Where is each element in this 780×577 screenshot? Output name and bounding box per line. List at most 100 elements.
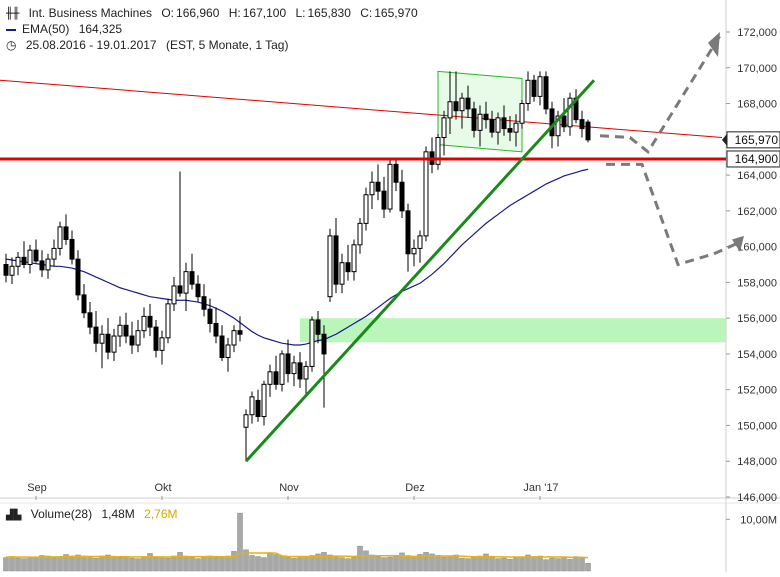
- candle-body: [339, 262, 345, 285]
- volume-bar: [285, 556, 291, 572]
- candle-body: [333, 235, 339, 285]
- volume-bar: [387, 556, 393, 572]
- volume-avg-value: 2,76M: [144, 507, 178, 521]
- candle-body: [99, 333, 105, 344]
- candle-body: [285, 353, 291, 375]
- volume-bar: [423, 552, 429, 572]
- clock-icon: ◷: [6, 38, 17, 52]
- volume-bar: [123, 556, 129, 572]
- instrument-header: ╫╫ Int. Business Machines O: 166,960 H: 16…: [6, 6, 424, 20]
- candle-body: [273, 371, 279, 385]
- candle-body: [9, 265, 15, 276]
- support-price-label: 164,900: [735, 152, 779, 166]
- volume-bar: [189, 557, 195, 572]
- volume-bar: [261, 557, 267, 572]
- candle-body: [363, 194, 369, 224]
- volume-bar: [333, 556, 339, 572]
- volume-bar: [483, 553, 489, 572]
- volume-bar: [183, 556, 189, 572]
- volume-bar: [453, 554, 459, 572]
- volume-bar: [93, 557, 99, 572]
- candle-body: [471, 108, 477, 131]
- candle-body: [351, 244, 357, 273]
- candle-body: [57, 226, 63, 249]
- volume-bar: [417, 554, 423, 572]
- volume-bar: [159, 556, 165, 572]
- volume-bar: [573, 556, 579, 572]
- candle-body: [459, 97, 465, 112]
- candle-body: [69, 238, 75, 260]
- candle-body: [543, 76, 549, 110]
- volume-bar: [45, 555, 51, 572]
- candle-body: [195, 283, 201, 298]
- close-label: C:: [360, 6, 373, 20]
- volume-bar: [39, 555, 45, 572]
- y-tick-label: 172,000: [737, 27, 777, 39]
- volume-bar: [3, 557, 9, 572]
- ema-label: EMA(50): [22, 22, 70, 36]
- candle-body: [549, 108, 555, 137]
- support-price-box: [726, 150, 780, 168]
- volume-bar: [429, 553, 435, 572]
- volume-bar: [525, 554, 531, 572]
- candles-icon: ╫╫: [6, 7, 20, 20]
- volume-bar: [81, 556, 87, 572]
- ema-header: EMA(50) 164,325: [6, 22, 128, 36]
- volume-bar: [561, 557, 567, 572]
- candle-body: [207, 308, 213, 325]
- candle-body: [405, 210, 411, 255]
- candle-body: [219, 335, 225, 358]
- volume-bar: [489, 557, 495, 572]
- volume-bar: [51, 556, 57, 572]
- candle-body: [93, 326, 99, 344]
- candle-body: [225, 344, 231, 359]
- candle-body: [153, 326, 159, 351]
- candle-body: [189, 271, 195, 285]
- candle-body: [477, 113, 483, 131]
- candle-body: [237, 330, 243, 335]
- volume-bar: [69, 555, 75, 572]
- y-tick-label: 158,000: [737, 277, 777, 289]
- ema-value: 164,325: [78, 22, 123, 36]
- volume-bar: [195, 558, 201, 572]
- volume-bar: [519, 556, 525, 572]
- volume-bar: [219, 556, 225, 572]
- volume-bar: [243, 549, 249, 572]
- candle-body: [417, 235, 423, 249]
- volume-bar: [105, 554, 111, 572]
- bearish-arrow-head: [732, 235, 744, 252]
- volume-bar: [21, 558, 27, 572]
- candle-body: [321, 333, 327, 355]
- x-tick-label: Nov: [279, 482, 299, 494]
- volume-bar: [135, 558, 141, 572]
- volume-bar: [375, 556, 381, 572]
- volume-bar: [549, 557, 555, 572]
- candle-body: [105, 333, 111, 353]
- volume-bar: [315, 553, 321, 572]
- candle-body: [555, 115, 561, 137]
- volume-bar: [393, 555, 399, 572]
- volume-bar: [501, 557, 507, 572]
- volume-bar: [87, 557, 93, 572]
- volume-bar: [405, 555, 411, 572]
- candle-body: [81, 294, 87, 314]
- volume-bar: [225, 555, 231, 572]
- candle-body: [243, 414, 249, 428]
- candle-body: [141, 315, 147, 332]
- volume-bar: [291, 557, 297, 572]
- high-label: H:: [228, 6, 241, 20]
- y-tick-label: 154,000: [737, 349, 777, 361]
- y-tick-label: 150,000: [737, 420, 777, 432]
- candle-body: [165, 303, 171, 339]
- bullish-arrow-head: [708, 32, 720, 58]
- volume-bar: [339, 557, 345, 572]
- candle-body: [435, 137, 441, 165]
- volume-bar: [231, 551, 237, 572]
- candle-body: [267, 371, 273, 385]
- candle-body: [519, 103, 525, 124]
- volume-bar: [507, 558, 513, 572]
- volume-bar: [165, 557, 171, 572]
- range-info: (EST, 5 Monate, 1 Tag): [165, 38, 289, 52]
- candle-body: [15, 256, 21, 267]
